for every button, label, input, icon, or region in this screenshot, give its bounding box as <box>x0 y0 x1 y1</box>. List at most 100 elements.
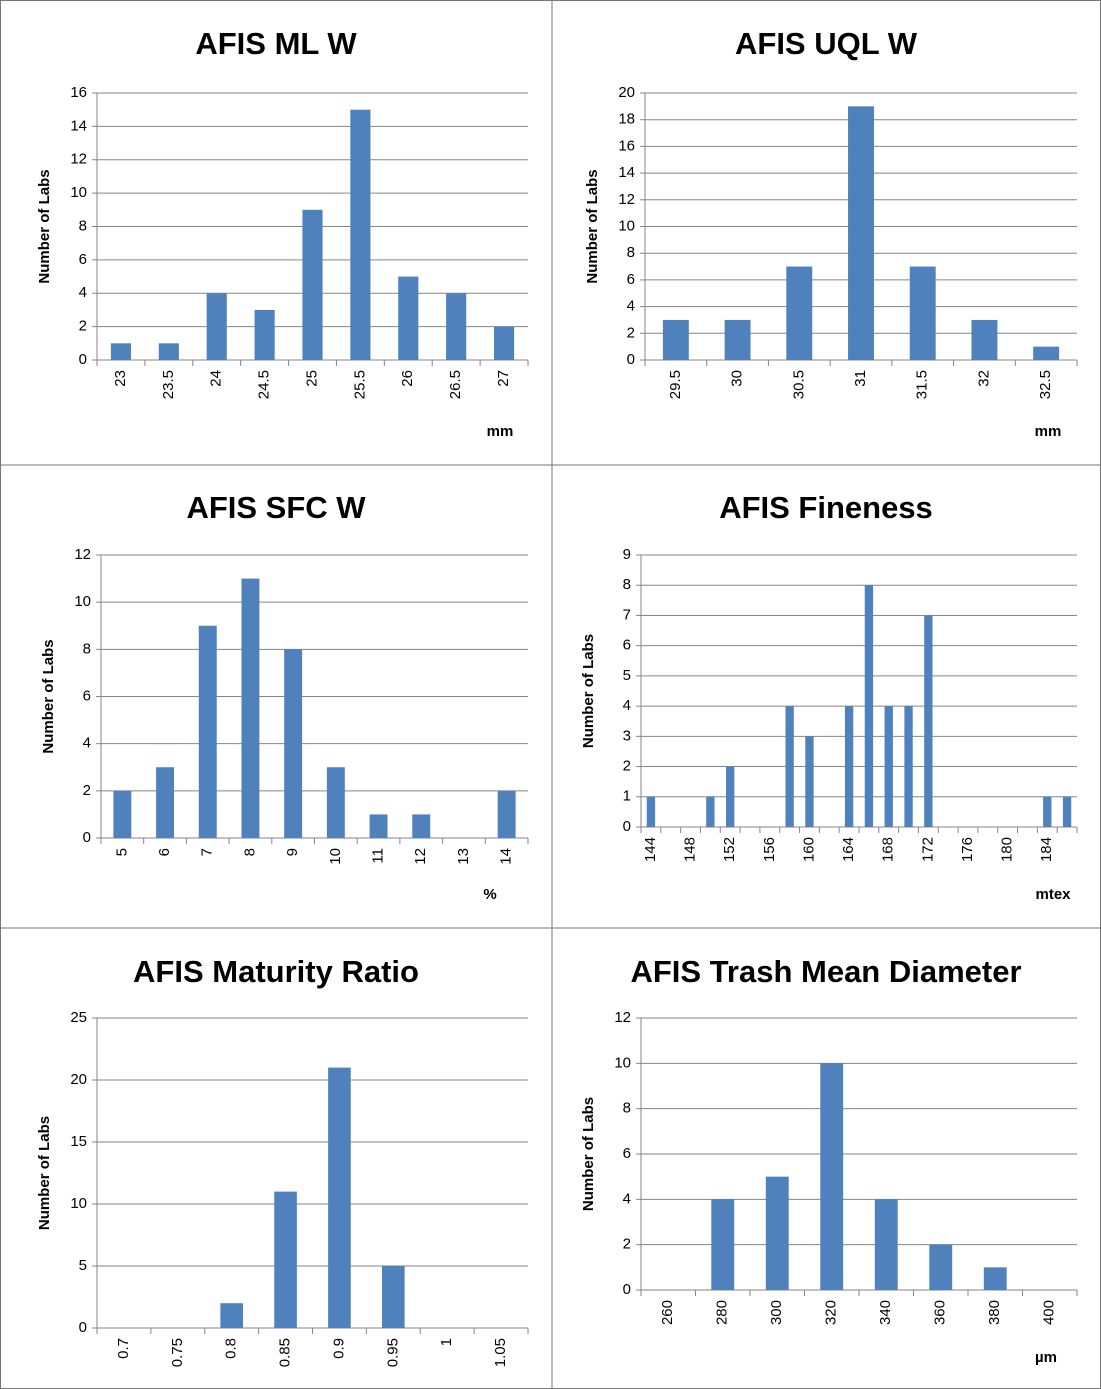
bar <box>726 766 735 827</box>
bar <box>929 1244 953 1290</box>
bar <box>381 1266 405 1328</box>
y-tick-label: 9 <box>623 546 631 563</box>
bar <box>884 706 893 827</box>
bar <box>350 109 371 360</box>
bar <box>326 767 345 838</box>
x-tick-label: 280 <box>714 1300 731 1325</box>
x-tick-label: 0.8 <box>223 1338 240 1359</box>
y-tick-label: 2 <box>83 782 91 799</box>
bar <box>765 1176 789 1290</box>
x-tick-label: 300 <box>768 1300 785 1325</box>
x-tick-label: 340 <box>877 1300 894 1325</box>
x-tick-label: 32 <box>975 370 992 387</box>
y-axis-title: Number of Labs <box>40 639 57 753</box>
y-tick-label: 10 <box>70 184 87 201</box>
x-tick-label: 0.7 <box>115 1338 132 1359</box>
x-tick-label: 24 <box>208 370 225 387</box>
bar <box>412 814 431 838</box>
x-tick-label: 7 <box>199 848 216 856</box>
x-tick-label: 260 <box>659 1300 676 1325</box>
y-tick-label: 12 <box>618 191 635 208</box>
y-tick-label: 10 <box>614 1054 631 1071</box>
bar <box>971 319 998 360</box>
x-tick-label: 23.5 <box>160 370 177 399</box>
bar <box>274 1191 297 1328</box>
x-tick-label: 25.5 <box>351 370 368 399</box>
y-tick-label: 4 <box>623 697 631 714</box>
x-tick-label: 5 <box>113 848 130 856</box>
y-tick-label: 0 <box>627 351 635 368</box>
bar <box>662 319 689 360</box>
y-tick-label: 16 <box>618 137 635 154</box>
bar <box>158 343 179 360</box>
bar <box>724 319 751 360</box>
y-tick-label: 15 <box>70 1133 87 1150</box>
x-tick-label: 0.75 <box>169 1338 186 1367</box>
x-tick-label: 0.9 <box>330 1338 347 1359</box>
y-tick-label: 12 <box>70 151 87 168</box>
chart-title: AFIS Trash Mean Diameter <box>630 954 1021 989</box>
chart-title: AFIS ML W <box>195 26 357 61</box>
y-tick-label: 4 <box>627 298 635 315</box>
y-tick-label: 5 <box>623 667 631 684</box>
x-axis-title: mm <box>1035 423 1062 440</box>
y-tick-label: 0 <box>83 829 91 846</box>
x-tick-label: 400 <box>1041 1300 1058 1325</box>
bar <box>302 209 323 360</box>
x-tick-label: 0.85 <box>277 1338 294 1367</box>
x-tick-label: 29.5 <box>667 370 684 399</box>
x-tick-label: 23 <box>112 370 129 387</box>
y-tick-label: 3 <box>623 727 631 744</box>
y-tick-label: 10 <box>70 1195 87 1212</box>
y-tick-label: 8 <box>623 1100 631 1117</box>
x-tick-label: 180 <box>999 837 1016 862</box>
y-tick-label: 8 <box>79 217 87 234</box>
y-tick-label: 4 <box>623 1190 631 1207</box>
x-tick-label: 14 <box>498 848 515 865</box>
x-tick-label: 27 <box>495 370 512 387</box>
x-tick-label: 26 <box>399 370 416 387</box>
y-tick-label: 12 <box>74 546 91 563</box>
bar <box>786 266 813 360</box>
bar <box>844 706 854 827</box>
bar <box>497 790 516 838</box>
y-tick-label: 0 <box>623 1281 631 1298</box>
x-axis-title: mtex <box>1035 886 1071 903</box>
x-tick-label: 30.5 <box>790 370 807 399</box>
chart-title: AFIS SFC W <box>186 490 366 525</box>
y-tick-label: 10 <box>74 593 91 610</box>
bar <box>924 615 933 827</box>
chart-title: AFIS Fineness <box>719 490 933 525</box>
x-tick-label: 360 <box>932 1300 949 1325</box>
x-tick-label: 380 <box>986 1300 1003 1325</box>
bar <box>156 767 175 838</box>
y-tick-label: 8 <box>623 576 631 593</box>
bar <box>909 266 936 360</box>
x-tick-label: 6 <box>156 848 173 856</box>
y-tick-label: 18 <box>618 111 635 128</box>
x-axis-title: % <box>483 886 496 903</box>
y-tick-label: 25 <box>70 1009 87 1026</box>
y-tick-label: 6 <box>79 251 87 268</box>
bar <box>706 796 715 827</box>
chart-title: AFIS UQL W <box>735 26 918 61</box>
bar <box>785 706 794 827</box>
y-tick-label: 10 <box>618 217 635 234</box>
bar <box>220 1303 244 1328</box>
bar <box>206 293 227 360</box>
bar <box>1043 796 1052 827</box>
y-tick-label: 7 <box>623 606 631 623</box>
x-tick-label: 0.95 <box>384 1338 401 1367</box>
bar <box>1033 346 1060 360</box>
y-tick-label: 1 <box>623 788 631 805</box>
bar <box>1062 796 1072 827</box>
bar <box>646 796 656 827</box>
y-axis-title: Number of Labs <box>580 634 597 748</box>
x-tick-label: 172 <box>919 837 936 862</box>
y-tick-label: 6 <box>623 637 631 654</box>
y-tick-label: 0 <box>623 818 631 835</box>
y-tick-label: 14 <box>70 117 87 134</box>
x-tick-label: 10 <box>327 848 344 865</box>
bar <box>874 1199 898 1290</box>
bar <box>805 736 814 827</box>
